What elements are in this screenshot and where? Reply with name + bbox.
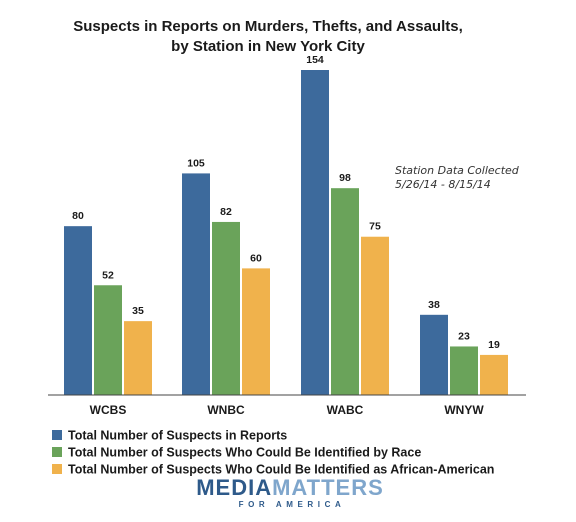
data-label-wnyw-series-3: 19 [488, 339, 500, 351]
legend-label-3: Total Number of Suspects Who Could Be Id… [68, 463, 494, 477]
bar-wnbc-series-1 [182, 173, 210, 395]
legend-label-2: Total Number of Suspects Who Could Be Id… [68, 446, 421, 460]
bar-wnyw-series-1 [420, 314, 448, 395]
data-label-wnyw-series-2: 23 [458, 330, 470, 342]
bar-wabc-series-1 [301, 70, 329, 395]
data-label-wnbc-series-1: 105 [187, 157, 205, 169]
category-label-wnbc: WNBC [207, 403, 245, 417]
bar-wnyw-series-3 [480, 354, 508, 395]
legend: Total Number of Suspects in Reports Total… [52, 429, 494, 477]
legend-swatch-3 [52, 464, 62, 474]
bar-wcbs-series-1 [64, 226, 92, 395]
bar-wabc-series-2 [331, 188, 359, 395]
bar-wnbc-series-3 [242, 268, 270, 395]
data-label-wabc-series-1: 154 [306, 54, 324, 66]
data-label-wcbs-series-3: 35 [132, 305, 144, 317]
data-label-wabc-series-2: 98 [339, 172, 351, 184]
bar-wcbs-series-2 [94, 285, 122, 395]
bar-wabc-series-3 [361, 236, 389, 395]
bar-wnyw-series-2 [450, 346, 478, 395]
media-matters-logo: MEDIAMATTERS FOR AMERICA [196, 475, 384, 509]
category-label-wnyw: WNYW [444, 403, 484, 417]
legend-swatch-2 [52, 447, 62, 457]
bar-wnbc-series-2 [212, 221, 240, 395]
category-label-wabc: WABC [327, 403, 364, 417]
bar-wcbs-series-3 [124, 321, 152, 395]
data-label-wnyw-series-1: 38 [428, 299, 440, 311]
data-label-wnbc-series-3: 60 [250, 252, 262, 264]
category-label-wcbs: WCBS [90, 403, 127, 417]
chart-title: Suspects in Reports on Murders, Thefts, … [73, 18, 463, 35]
annotation-line-2: 5/26/14 - 8/15/14 [395, 178, 491, 191]
bars-layer: 80 52 35 WCBS 105 82 60 WNBC 154 98 75 WABC 38 23 19 WN… [64, 54, 508, 417]
chart-subtitle: by Station in New York City [171, 38, 365, 55]
data-label-wabc-series-3: 75 [369, 221, 381, 233]
data-label-wcbs-series-2: 52 [102, 269, 114, 281]
svg-text:MEDIAMATTERS: MEDIAMATTERS [196, 475, 384, 500]
annotation-line-1: Station Data Collected [395, 164, 520, 177]
legend-swatch-1 [52, 430, 62, 440]
legend-label-1: Total Number of Suspects in Reports [68, 429, 287, 443]
data-label-wcbs-series-1: 80 [72, 210, 84, 222]
svg-text:FOR AMERICA: FOR AMERICA [239, 500, 346, 509]
data-label-wnbc-series-2: 82 [220, 206, 232, 218]
